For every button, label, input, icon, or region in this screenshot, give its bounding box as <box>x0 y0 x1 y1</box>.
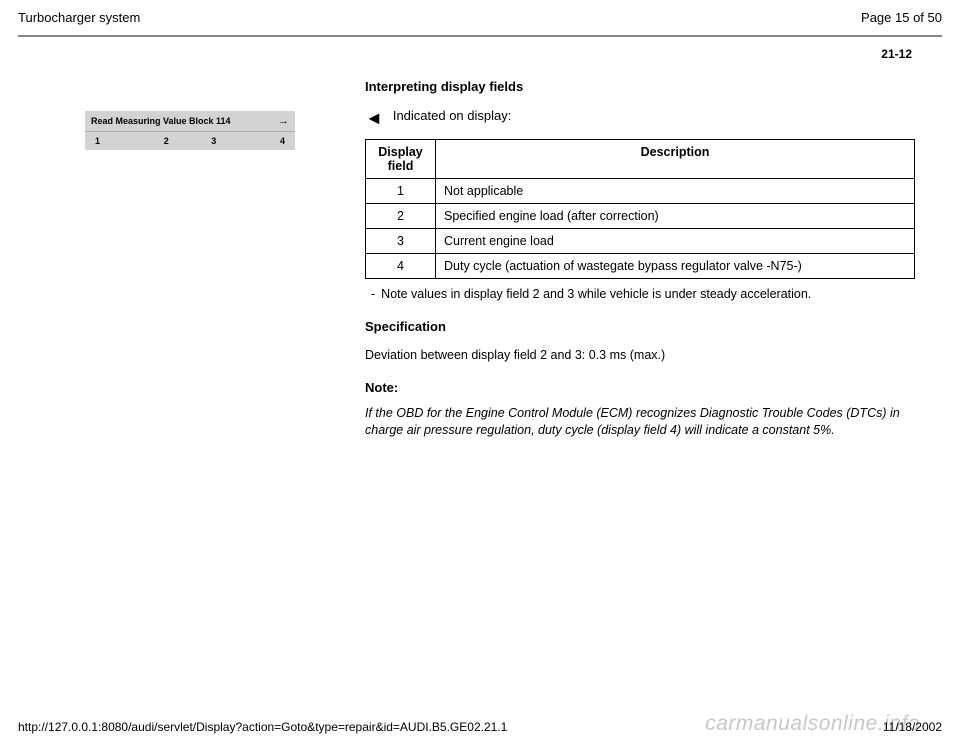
table-cell: 2 <box>366 204 436 229</box>
bullet-text: Note values in display field 2 and 3 whi… <box>381 287 811 301</box>
table-cell: Specified engine load (after correction) <box>436 204 915 229</box>
table-header-row: Display field Description <box>366 140 915 179</box>
table-row: 1 Not applicable <box>366 179 915 204</box>
table-cell: 4 <box>366 254 436 279</box>
table-row: 2 Specified engine load (after correctio… <box>366 204 915 229</box>
page-header: Turbocharger system Page 15 of 50 <box>0 0 960 27</box>
note-text: If the OBD for the Engine Control Module… <box>365 405 915 439</box>
indicated-label: Indicated on display: <box>393 108 512 123</box>
page-code: 21-12 <box>0 37 960 61</box>
table-cell: Duty cycle (actuation of wastegate bypas… <box>436 254 915 279</box>
widget-field: 4 <box>238 136 286 146</box>
note-heading: Note: <box>365 380 915 395</box>
widget-fields-row: 1 2 3 4 <box>85 132 295 150</box>
table-row: 3 Current engine load <box>366 229 915 254</box>
widget-field: 1 <box>95 136 143 146</box>
arrow-right-icon: → <box>278 115 289 127</box>
section-title: Interpreting display fields <box>365 79 915 94</box>
bullet-dash: - <box>371 287 375 301</box>
footer-url: http://127.0.0.1:8080/audi/servlet/Displ… <box>18 720 507 734</box>
bullet-note: - Note values in display field 2 and 3 w… <box>371 287 915 301</box>
page-indicator: Page 15 of 50 <box>861 10 942 25</box>
content-area: Read Measuring Value Block 114 → 1 2 3 4… <box>0 79 960 439</box>
table-cell: Current engine load <box>436 229 915 254</box>
widget-field: 3 <box>190 136 238 146</box>
table-cell: 1 <box>366 179 436 204</box>
measuring-block-widget: Read Measuring Value Block 114 → 1 2 3 4 <box>85 111 295 150</box>
widget-title-row: Read Measuring Value Block 114 → <box>85 111 295 132</box>
doc-title: Turbocharger system <box>18 10 140 25</box>
indicator-arrow-icon: ◄ <box>365 108 383 129</box>
table-cell: Not applicable <box>436 179 915 204</box>
footer-date: 11/18/2002 <box>883 720 942 734</box>
widget-field: 2 <box>143 136 191 146</box>
widget-title: Read Measuring Value Block 114 <box>91 116 231 126</box>
table-header: Display field <box>366 140 436 179</box>
specification-text: Deviation between display field 2 and 3:… <box>365 348 915 362</box>
indicated-row: ◄ Indicated on display: <box>365 108 915 129</box>
table-cell: 3 <box>366 229 436 254</box>
table-header: Description <box>436 140 915 179</box>
table-row: 4 Duty cycle (actuation of wastegate byp… <box>366 254 915 279</box>
specification-heading: Specification <box>365 319 915 334</box>
page-footer: http://127.0.0.1:8080/audi/servlet/Displ… <box>0 720 960 734</box>
right-column: Interpreting display fields ◄ Indicated … <box>365 79 915 439</box>
left-column: Read Measuring Value Block 114 → 1 2 3 4 <box>85 79 345 439</box>
display-field-table: Display field Description 1 Not applicab… <box>365 139 915 279</box>
